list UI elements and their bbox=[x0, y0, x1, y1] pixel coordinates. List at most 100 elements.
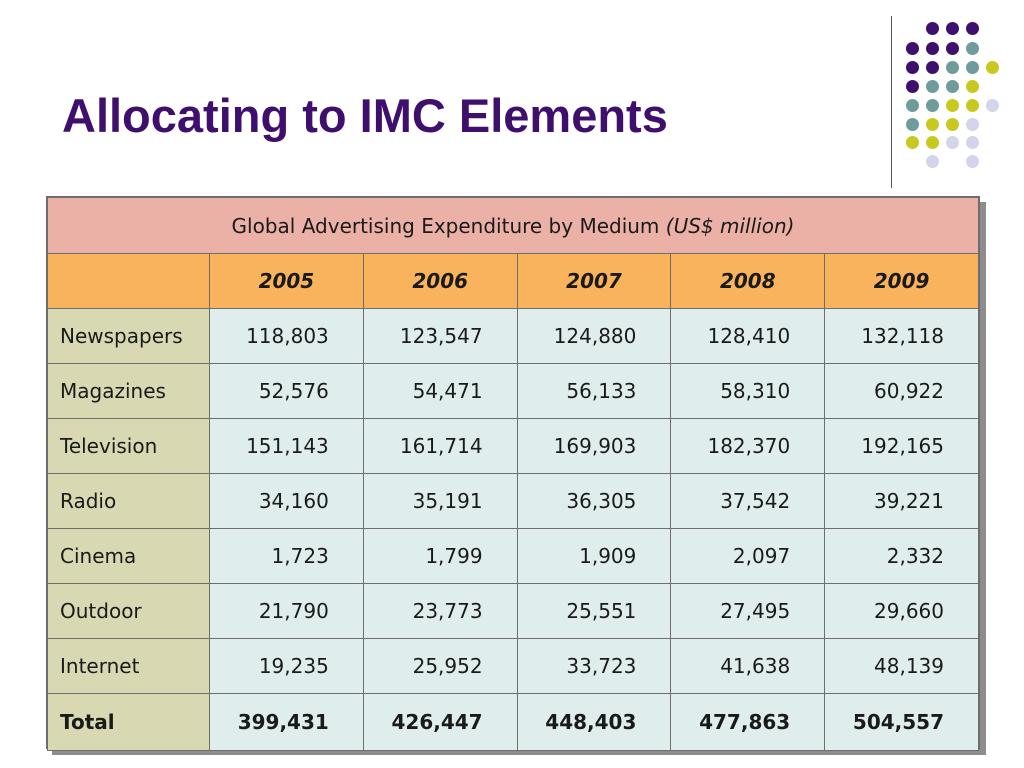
table-cell: 477,863 bbox=[670, 693, 826, 751]
year-header-2005: 2005 bbox=[209, 253, 364, 309]
decorative-dot bbox=[906, 80, 919, 93]
table-cell: 2,332 bbox=[824, 528, 979, 584]
table-row: Cinema 1,723 1,799 1,909 2,097 2,332 bbox=[47, 528, 979, 584]
caption-units: (US$ million) bbox=[665, 213, 795, 238]
decorative-dot bbox=[946, 136, 959, 149]
table-cell: 25,551 bbox=[516, 583, 672, 639]
decorative-dot bbox=[926, 22, 939, 35]
table-cell: 192,165 bbox=[824, 418, 979, 474]
table-cell: 58,310 bbox=[670, 363, 826, 419]
decorative-dot bbox=[926, 61, 939, 74]
table-cell: 161,714 bbox=[362, 418, 518, 474]
table-cell: 35,191 bbox=[362, 473, 518, 529]
table-cell: 182,370 bbox=[670, 418, 826, 474]
year-header-2009: 2009 bbox=[824, 253, 979, 309]
row-label: Radio bbox=[47, 473, 210, 529]
slide-title: Allocating to IMC Elements bbox=[62, 89, 668, 142]
decorative-dot bbox=[926, 136, 939, 149]
decorative-dot bbox=[986, 99, 999, 112]
table-row: Newspapers 118,803 123,547 124,880 128,410 13… bbox=[47, 308, 979, 364]
table-cell: 123,547 bbox=[362, 308, 518, 364]
decorative-dot bbox=[926, 80, 939, 93]
table-cell: 1,799 bbox=[362, 528, 518, 584]
decorative-dot bbox=[926, 99, 939, 112]
row-label: Newspapers bbox=[47, 308, 210, 364]
table-cell: 48,139 bbox=[824, 638, 979, 694]
table-caption-row: Global Advertising Expenditure by Medium… bbox=[47, 197, 979, 254]
table-cell: 118,803 bbox=[209, 308, 364, 364]
decorative-dot bbox=[946, 99, 959, 112]
decorative-dot bbox=[946, 22, 959, 35]
decorative-dot bbox=[966, 80, 979, 93]
table-total-row: Total 399,431 426,447 448,403 477,863 504,557 bbox=[47, 693, 979, 751]
table-caption: Global Advertising Expenditure by Medium… bbox=[47, 197, 979, 254]
table-cell: 132,118 bbox=[824, 308, 979, 364]
decorative-dot bbox=[966, 22, 979, 35]
decorative-dot bbox=[906, 118, 919, 131]
row-label: Cinema bbox=[47, 528, 210, 584]
table-cell: 151,143 bbox=[209, 418, 364, 474]
table-row: Outdoor 21,790 23,773 25,551 27,495 29,660 bbox=[47, 583, 979, 639]
table-cell: 37,542 bbox=[670, 473, 826, 529]
table-cell: 56,133 bbox=[516, 363, 672, 419]
table-cell: 426,447 bbox=[362, 693, 518, 751]
row-label: Internet bbox=[47, 638, 210, 694]
table-cell: 1,909 bbox=[516, 528, 672, 584]
expenditure-table: Global Advertising Expenditure by Medium… bbox=[47, 197, 979, 751]
decorative-dot bbox=[926, 155, 939, 168]
expenditure-table-frame: Global Advertising Expenditure by Medium… bbox=[46, 196, 980, 751]
table-cell: 34,160 bbox=[209, 473, 364, 529]
table-cell: 399,431 bbox=[209, 693, 364, 751]
table-cell: 52,576 bbox=[209, 363, 364, 419]
decorative-dot bbox=[906, 61, 919, 74]
decorative-dot bbox=[946, 80, 959, 93]
decorative-dot bbox=[926, 118, 939, 131]
table-cell: 41,638 bbox=[670, 638, 826, 694]
table-body: Newspapers 118,803 123,547 124,880 128,410 13… bbox=[47, 308, 979, 751]
table-cell: 29,660 bbox=[824, 583, 979, 639]
caption-main: Global Advertising Expenditure by Medium bbox=[231, 213, 666, 238]
table-cell: 1,723 bbox=[209, 528, 364, 584]
decorative-dot bbox=[946, 42, 959, 55]
decorative-dot bbox=[966, 118, 979, 131]
table-cell: 128,410 bbox=[670, 308, 826, 364]
decorative-dot bbox=[906, 42, 919, 55]
table-cell: 448,403 bbox=[516, 693, 672, 751]
row-label: Outdoor bbox=[47, 583, 210, 639]
table-row: Television 151,143 161,714 169,903 182,370 19… bbox=[47, 418, 979, 474]
table-cell: 19,235 bbox=[209, 638, 364, 694]
table-cell: 39,221 bbox=[824, 473, 979, 529]
table-cell: 23,773 bbox=[362, 583, 518, 639]
table-cell: 54,471 bbox=[362, 363, 518, 419]
year-header-2008: 2008 bbox=[670, 253, 826, 309]
table-cell: 21,790 bbox=[209, 583, 364, 639]
table-cell: 169,903 bbox=[516, 418, 672, 474]
header-corner bbox=[47, 253, 210, 309]
decorative-dot bbox=[966, 99, 979, 112]
table-cell: 60,922 bbox=[824, 363, 979, 419]
table-row: Radio 34,160 35,191 36,305 37,542 39,221 bbox=[47, 473, 979, 529]
table-row: Internet 19,235 25,952 33,723 41,638 48,139 bbox=[47, 638, 979, 694]
year-header-row: 2005 2006 2007 2008 2009 bbox=[47, 253, 979, 309]
table-cell: 504,557 bbox=[824, 693, 979, 751]
decorative-dot bbox=[906, 99, 919, 112]
table-cell: 27,495 bbox=[670, 583, 826, 639]
table-cell: 25,952 bbox=[362, 638, 518, 694]
table-cell: 2,097 bbox=[670, 528, 826, 584]
table-cell: 124,880 bbox=[516, 308, 672, 364]
decorative-dot bbox=[906, 136, 919, 149]
title-divider bbox=[891, 16, 892, 188]
row-label: Total bbox=[47, 693, 210, 751]
decorative-dot bbox=[966, 136, 979, 149]
decorative-dot bbox=[966, 155, 979, 168]
decorative-dot bbox=[946, 61, 959, 74]
row-label: Television bbox=[47, 418, 210, 474]
dot-grid-decoration bbox=[0, 0, 1024, 200]
decorative-dot bbox=[926, 42, 939, 55]
decorative-dot bbox=[966, 61, 979, 74]
table-cell: 33,723 bbox=[516, 638, 672, 694]
table-cell: 36,305 bbox=[516, 473, 672, 529]
decorative-dot bbox=[946, 118, 959, 131]
year-header-2006: 2006 bbox=[362, 253, 518, 309]
decorative-dot bbox=[986, 61, 999, 74]
